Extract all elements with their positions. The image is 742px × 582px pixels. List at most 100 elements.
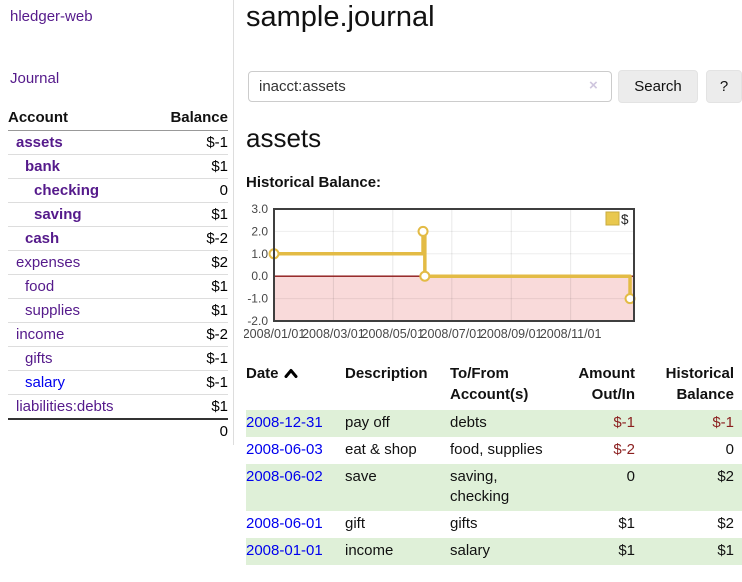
sidebar-item-saving[interactable]: saving [34,206,82,223]
transaction-date-link[interactable]: 2008-01-01 [246,542,323,559]
transaction-balance: $1 [717,542,734,559]
account-row: liabilities:debts $1 [8,394,228,419]
transaction-accounts: saving, checking [450,468,510,505]
sidebar-item-food[interactable]: food [25,278,55,295]
y-tick-label: 0.0 [251,269,268,283]
accounts-total-row: 0 [8,418,228,443]
account-row: bank $1 [8,154,228,179]
accounts-header-account: Account [8,106,151,131]
data-point-marker [419,270,431,282]
transaction-accounts: food, supplies [450,441,543,458]
table-row: 2008-06-01 gift gifts $1 $2 [246,511,742,538]
transaction-date-link[interactable]: 2008-06-03 [246,441,323,458]
transaction-date-link[interactable]: 2008-06-02 [246,468,323,485]
y-tick-label: 2.0 [251,224,268,238]
account-balance: $1 [150,394,228,419]
sidebar-item-checking[interactable]: checking [34,182,100,199]
transaction-amount: $1 [618,542,635,559]
accounts-header-row: Account Balance [8,106,228,131]
transaction-description: pay off [345,414,390,431]
legend-swatch [605,211,620,226]
transaction-balance: 0 [725,441,734,458]
account-row: salary $-1 [8,370,228,395]
transaction-amount: $1 [618,515,635,532]
account-balance: 0 [150,178,228,203]
sidebar-item-liabilities-debts[interactable]: liabilities:debts [16,398,114,415]
account-heading: assets [246,123,322,153]
transaction-description: income [345,542,394,559]
search-button[interactable]: Search [618,70,698,103]
y-tick-label: -1.0 [247,292,268,306]
account-balance: $1 [150,154,228,179]
sidebar-item-assets[interactable]: assets [16,134,63,151]
table-row: 2008-12-31 pay off debts $-1 $-1 [246,410,742,437]
accounts-header-balance: Balance [150,106,228,131]
data-point-marker [417,225,429,237]
sidebar-item-journal[interactable]: Journal [10,70,60,87]
page-title: sample.journal [246,1,435,33]
x-tick-label: 2008/09/01 [480,327,543,341]
sidebar-divider [233,0,234,445]
x-tick-label: 2008/05/01 [362,327,425,341]
historical-balance-chart[interactable]: 3.0 2.0 1.0 0.0 -1.0 -2.02008/01/012008/03/01… [244,202,642,348]
transaction-amount: $-2 [613,441,635,458]
transaction-amount: 0 [626,468,635,485]
sidebar-item-salary[interactable]: salary [25,374,66,391]
register-header-balance: Historical Balance [665,365,734,403]
legend-label: $ [621,212,629,227]
account-row: gifts $-1 [8,346,228,371]
x-tick-label: 2008/11/01 [540,327,602,341]
table-row: 2008-06-03 eat & shop food, supplies $-2… [246,437,742,464]
account-row: saving $1 [8,202,228,227]
transaction-description: eat & shop [345,441,417,458]
account-balance: $-1 [150,346,228,371]
transaction-accounts: salary [450,542,491,559]
y-tick-label: 1.0 [251,247,268,261]
account-balance: $-1 [150,370,228,395]
account-row: checking 0 [8,178,228,203]
account-row: assets $-1 [8,131,228,155]
account-balance: $1 [150,274,228,299]
transaction-description: save [345,468,377,485]
transaction-description: gift [345,515,366,532]
clear-search-icon[interactable]: × [589,77,598,94]
y-tick-label: 3.0 [251,202,268,216]
register-header-row: Date Description To/From Account(s) Amou… [246,360,742,410]
transaction-balance: $2 [717,468,734,485]
accounts-sidebar-table: Account Balance assets $-1 bank $1 check… [8,106,228,443]
x-tick-label: 2008/07/01 [421,327,484,341]
register-header-date[interactable]: Date [246,360,345,410]
account-row: cash $-2 [8,226,228,251]
sidebar-item-income[interactable]: income [16,326,65,343]
sidebar-item-expenses[interactable]: expenses [16,254,81,271]
account-row: income $-2 [8,322,228,347]
sidebar-item-supplies[interactable]: supplies [25,302,81,319]
brand-link[interactable]: hledger-web [10,8,93,25]
search-input[interactable] [248,71,612,102]
register-header-account: To/From Account(s) [450,365,529,403]
sidebar-item-gifts[interactable]: gifts [25,350,53,367]
transaction-balance: $2 [717,515,734,532]
table-row: 2008-06-02 save saving, checking 0 $2 [246,464,742,511]
account-row: food $1 [8,274,228,299]
y-tick-label: -2.0 [247,314,268,328]
x-tick-label: 2008/03/01 [302,327,365,341]
account-row: expenses $2 [8,250,228,275]
account-balance: $2 [150,250,228,275]
sidebar-item-cash[interactable]: cash [25,230,60,247]
account-balance: $1 [150,202,228,227]
transaction-date-link[interactable]: 2008-06-01 [246,515,323,532]
sort-ascending-icon [284,369,298,378]
transaction-accounts: debts [450,414,487,431]
account-balance: $-2 [150,226,228,251]
transaction-balance: $-1 [712,414,734,431]
x-tick-label: 2008/01/01 [244,327,305,341]
account-balance: $-1 [206,134,228,151]
help-button[interactable]: ? [706,70,742,103]
register-header-description: Description [345,365,428,382]
sidebar-item-bank[interactable]: bank [25,158,61,175]
register-table: Date Description To/From Account(s) Amou… [246,360,742,565]
table-row: 2008-01-01 income salary $1 $1 [246,538,742,565]
transaction-date-link[interactable]: 2008-12-31 [246,414,323,431]
